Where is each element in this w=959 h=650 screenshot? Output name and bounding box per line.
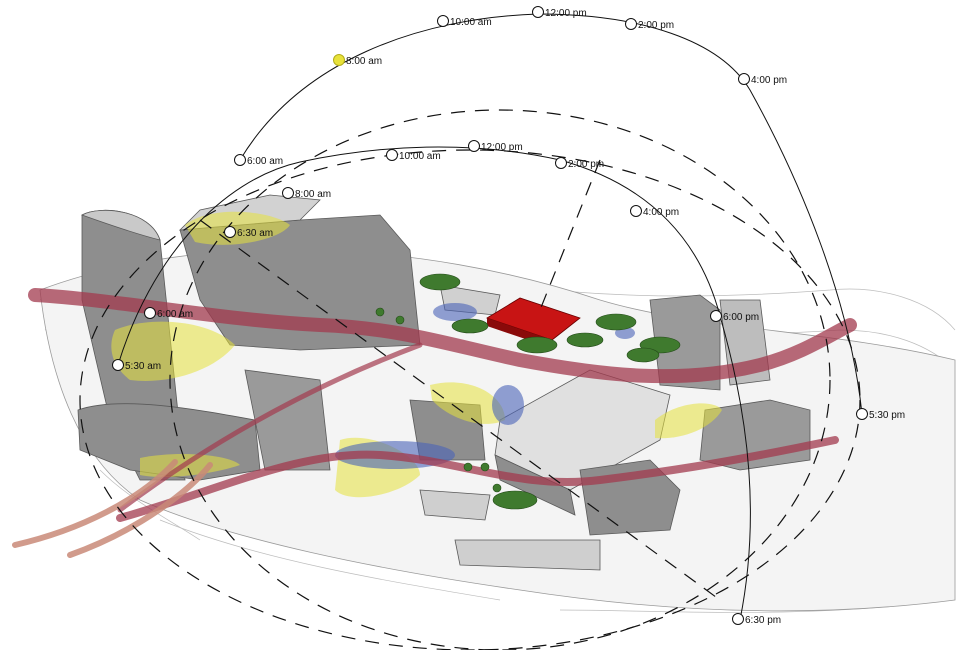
time-label: 4:00 pm (643, 207, 679, 218)
time-label: 8:00 am (346, 56, 382, 67)
time-label: 5:30 am (125, 361, 161, 372)
wind-flow-south (116, 436, 839, 522)
time-marker: 5:30 pm (856, 408, 905, 421)
time-label: 6:30 am (237, 228, 273, 239)
time-marker-highlighted: 8:00 am (333, 54, 382, 67)
tree (395, 315, 405, 325)
tree (492, 490, 538, 510)
time-marker: 5:30 am (112, 359, 161, 372)
shade-zone-center (492, 385, 524, 425)
tree (626, 347, 660, 363)
wind-flow-inflow-1 (12, 459, 178, 548)
time-label: 12:00 pm (481, 142, 523, 153)
time-marker: 6:30 am (224, 226, 273, 239)
time-marker: 6:00 am (144, 307, 193, 320)
time-marker: 12:00 pm (532, 6, 587, 19)
time-marker: 8:00 am (282, 187, 331, 200)
time-label: 8:00 am (295, 189, 331, 200)
time-marker: 6:00 am (234, 154, 283, 167)
tree (480, 462, 490, 472)
low-housing-row (454, 539, 601, 571)
sun-zone-west (111, 321, 235, 381)
time-marker: 2:00 pm (625, 18, 674, 31)
time-label: 4:00 pm (751, 75, 787, 86)
equinox-time-markers: 5:30 am 6:00 am 6:30 am 8:00 am 10:00 am… (112, 140, 781, 626)
time-label: 12:00 pm (545, 8, 587, 19)
time-marker: 2:00 pm (555, 157, 604, 170)
time-marker: 6:30 pm (732, 613, 781, 626)
wind-flows (12, 288, 857, 558)
sun-zone-center (430, 382, 505, 424)
time-label: 10:00 am (399, 151, 441, 162)
time-marker: 12:00 pm (468, 140, 523, 153)
time-label: 6:00 am (157, 309, 193, 320)
sun-zone-east (655, 403, 722, 439)
time-marker: 4:00 pm (630, 205, 679, 218)
time-label: 6:30 pm (745, 615, 781, 626)
time-label: 10:00 am (450, 17, 492, 28)
focus-building (486, 297, 581, 341)
tree (375, 307, 385, 317)
tower-west-roof (81, 209, 161, 241)
tree (566, 332, 604, 348)
summer-time-markers: 6:00 am 8:00 am 10:00 am 12:00 pm 2:00 p… (234, 6, 905, 421)
wind-flow-inflow-2 (67, 462, 213, 558)
tree (492, 483, 502, 493)
time-label: 5:30 pm (869, 410, 905, 421)
time-marker: 10:00 am (386, 149, 441, 162)
tree (595, 313, 637, 331)
tree (451, 318, 489, 334)
summer-sun-arc (239, 13, 863, 415)
time-label: 2:00 pm (638, 20, 674, 31)
time-marker: 6:00 pm (710, 310, 759, 323)
small-block-2 (419, 489, 491, 521)
tree (463, 462, 473, 472)
time-marker: 4:00 pm (738, 73, 787, 86)
time-label: 6:00 pm (723, 312, 759, 323)
trees (375, 273, 681, 510)
time-marker: 10:00 am (437, 15, 492, 28)
wind-flow-north (28, 288, 857, 384)
tree (419, 273, 461, 291)
shade-zone-north (433, 303, 477, 321)
tree (516, 336, 558, 354)
time-label: 6:00 am (247, 156, 283, 167)
sun-zone-roof (185, 211, 290, 245)
time-label: 2:00 pm (568, 159, 604, 170)
